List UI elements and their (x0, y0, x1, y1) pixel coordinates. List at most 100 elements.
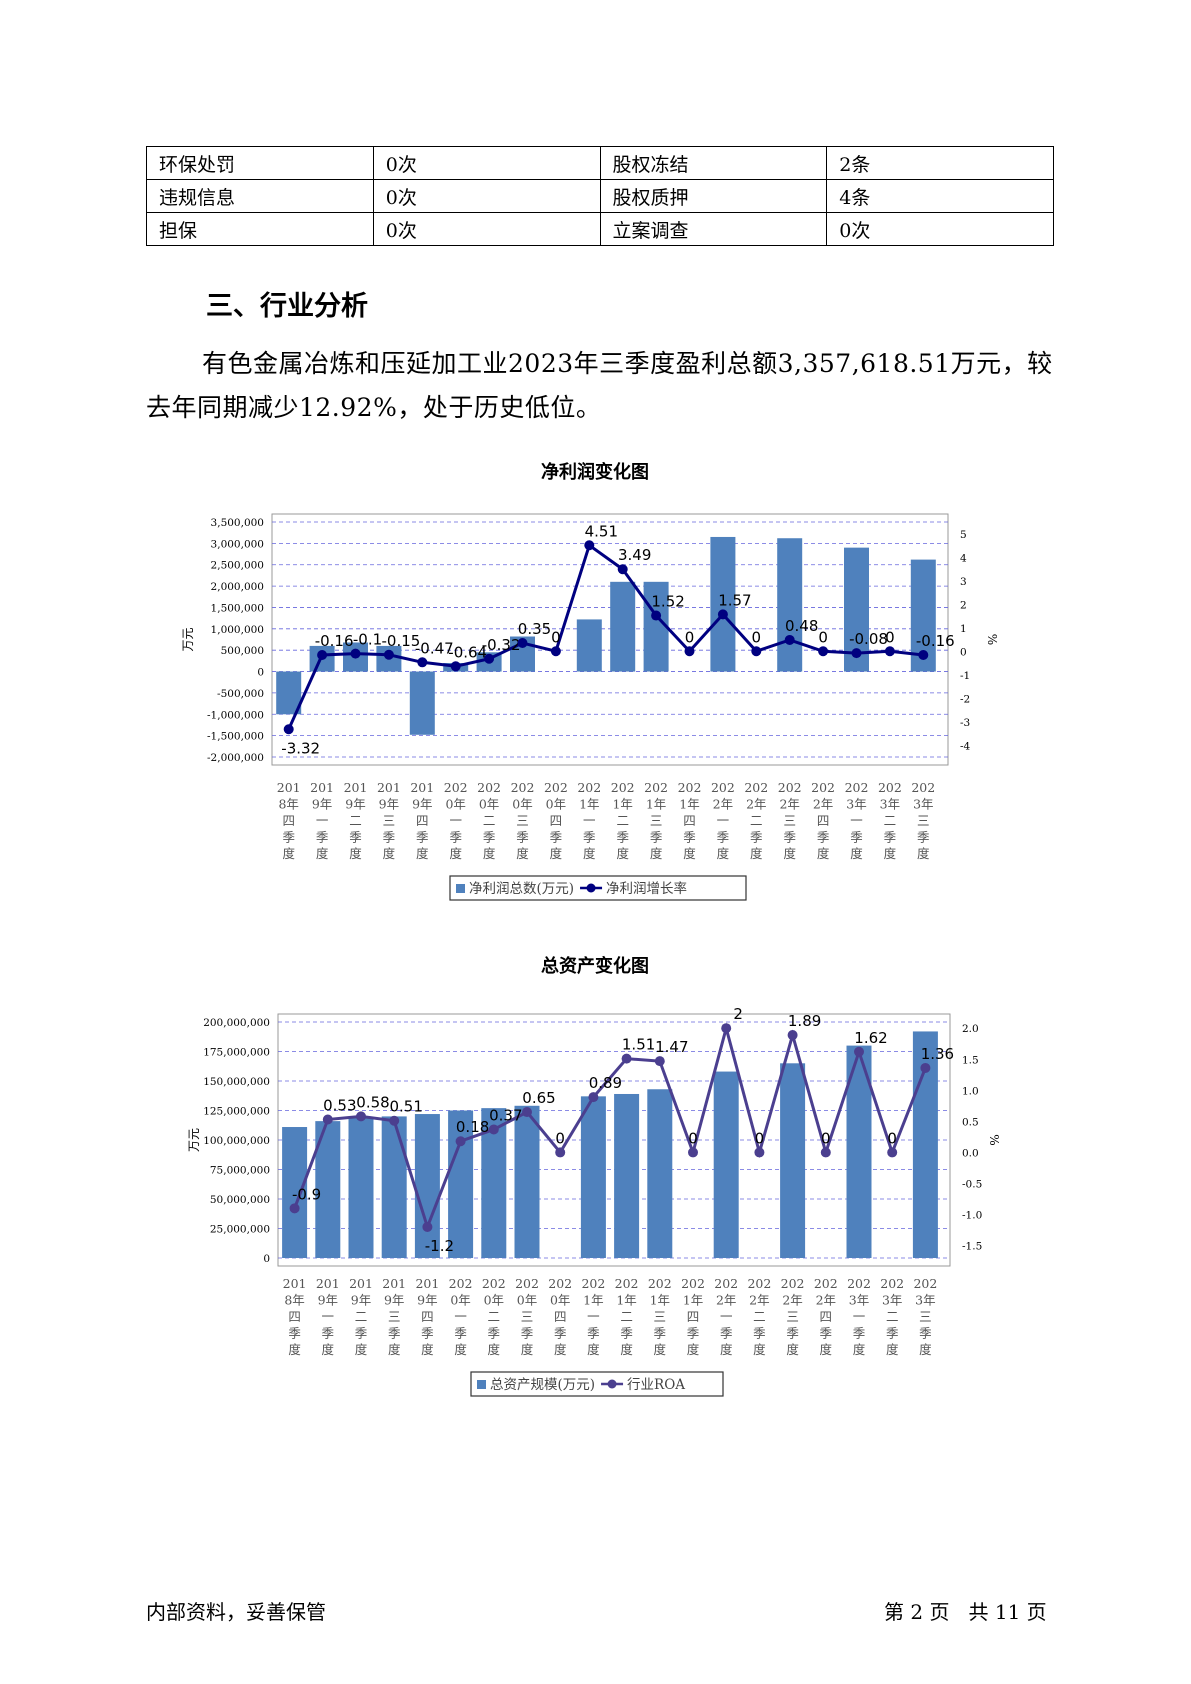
x-tick-label: 1年 (683, 1293, 703, 1308)
y-tick-label: 100,000,000 (203, 1135, 270, 1147)
x-tick-label: 度 (349, 846, 362, 861)
x-tick-label: 202 (878, 780, 902, 795)
line-point (721, 1023, 732, 1034)
data-label: 0 (818, 628, 828, 646)
line-point (289, 1203, 300, 1214)
x-tick-label: 季 (421, 1326, 434, 1341)
line-point (322, 1114, 333, 1125)
x-tick-label: 一 (322, 1309, 335, 1324)
line-point (784, 634, 795, 645)
x-tick-label: 201 (349, 1276, 373, 1291)
x-tick-label: 度 (355, 1342, 368, 1357)
x-tick-label: 201 (415, 1276, 439, 1291)
x-tick-label: 季 (449, 830, 462, 845)
x-tick-label: 9年 (412, 797, 432, 812)
y2-tick-label: -0.5 (962, 1178, 982, 1190)
x-tick-label: 度 (750, 846, 763, 861)
data-label: 0.37 (489, 1106, 522, 1124)
info-table: 环保处罚 0次 股权冻结 2条 违规信息 0次 股权质押 4条 担保 0次 立案调查 0次 (146, 146, 1054, 246)
bar (576, 619, 602, 672)
x-tick-label: 四 (421, 1309, 434, 1324)
x-tick-label: 三 (383, 813, 396, 828)
x-tick-label: 季 (786, 1326, 799, 1341)
x-tick-label: 3年 (915, 1293, 935, 1308)
x-tick-label: 201 (377, 780, 401, 795)
y2-tick-label: 0.5 (962, 1116, 979, 1128)
x-tick-label: 3年 (846, 797, 866, 812)
x-tick-label: 度 (421, 1342, 434, 1357)
x-tick-label: 四 (820, 1309, 833, 1324)
line-point (550, 646, 561, 657)
x-tick-label: 2年 (782, 1293, 802, 1308)
line-point (584, 540, 595, 551)
x-tick-label: 度 (783, 846, 796, 861)
y2-tick-label: -1 (960, 670, 970, 682)
y-axis-label: 万元 (181, 627, 195, 651)
line-point (356, 1111, 366, 1122)
x-tick-label: 三 (516, 813, 529, 828)
x-tick-label: 201 (310, 780, 334, 795)
x-tick-label: 三 (388, 1309, 401, 1324)
line-point (488, 1124, 499, 1135)
info-row: 环保处罚 0次 股权冻结 2条 (146, 146, 1054, 180)
y-tick-label: 50,000,000 (210, 1194, 270, 1206)
x-tick-label: 9年 (379, 797, 399, 812)
y-tick-label: 2,500,000 (211, 560, 264, 572)
x-tick-label: 1年 (650, 1293, 670, 1308)
x-tick-label: 3年 (913, 797, 933, 812)
x-tick-label: 202 (611, 780, 635, 795)
x-tick-label: 度 (654, 1342, 667, 1357)
y2-tick-label: 2 (960, 599, 967, 611)
x-tick-label: 202 (511, 780, 535, 795)
x-tick-label: 202 (744, 780, 768, 795)
y-tick-label: 1,500,000 (211, 602, 264, 614)
x-tick-label: 202 (711, 780, 735, 795)
x-tick-label: 0年 (479, 797, 499, 812)
x-tick-label: 季 (349, 830, 362, 845)
footer-confidential: 内部资料，妥善保管 (146, 1600, 326, 1624)
line-point (684, 646, 695, 657)
info-row: 违规信息 0次 股权质押 4条 (146, 179, 1054, 213)
x-tick-label: 202 (482, 1276, 506, 1291)
y-tick-label: -500,000 (217, 688, 264, 700)
line-series (287, 542, 924, 730)
x-tick-label: 三 (917, 813, 930, 828)
bar (514, 1105, 540, 1258)
info-label-cell: 担保 (146, 212, 374, 246)
x-tick-label: 201 (277, 780, 301, 795)
x-tick-label: 度 (687, 1342, 700, 1357)
info-label-cell: 环保处罚 (146, 146, 374, 180)
x-tick-label: 四 (817, 813, 830, 828)
x-tick-label: 202 (548, 1276, 572, 1291)
y-tick-label: 3,500,000 (211, 517, 264, 529)
x-tick-label: 0年 (445, 797, 465, 812)
x-tick-label: 季 (717, 830, 730, 845)
y2-axis-label: % (987, 1134, 1001, 1145)
data-label: -1.2 (425, 1237, 454, 1255)
x-tick-label: 度 (683, 846, 696, 861)
chart-1-title: 净利润变化图 (541, 462, 649, 483)
x-tick-label: 四 (288, 1309, 301, 1324)
bar (777, 538, 803, 672)
x-tick-label: 季 (416, 830, 429, 845)
bar (409, 671, 435, 735)
line-point (588, 1092, 599, 1103)
y2-tick-label: -2 (960, 693, 970, 705)
x-tick-label: 三 (650, 813, 663, 828)
x-tick-label: 度 (483, 846, 496, 861)
x-tick-label: 一 (720, 1309, 733, 1324)
x-tick-label: 四 (550, 813, 563, 828)
x-tick-label: 季 (683, 830, 696, 845)
bar (448, 1110, 474, 1258)
x-tick-label: 202 (911, 780, 935, 795)
x-tick-label: 202 (648, 1276, 672, 1291)
x-tick-label: 季 (720, 1326, 733, 1341)
y2-tick-label: 0.0 (962, 1147, 979, 1159)
x-tick-label: 季 (919, 1326, 932, 1341)
line-point (455, 1136, 466, 1147)
data-label: 0 (688, 1129, 698, 1147)
x-tick-label: 0年 (550, 1293, 570, 1308)
x-tick-label: 度 (587, 1342, 600, 1357)
x-tick-label: 季 (554, 1326, 567, 1341)
